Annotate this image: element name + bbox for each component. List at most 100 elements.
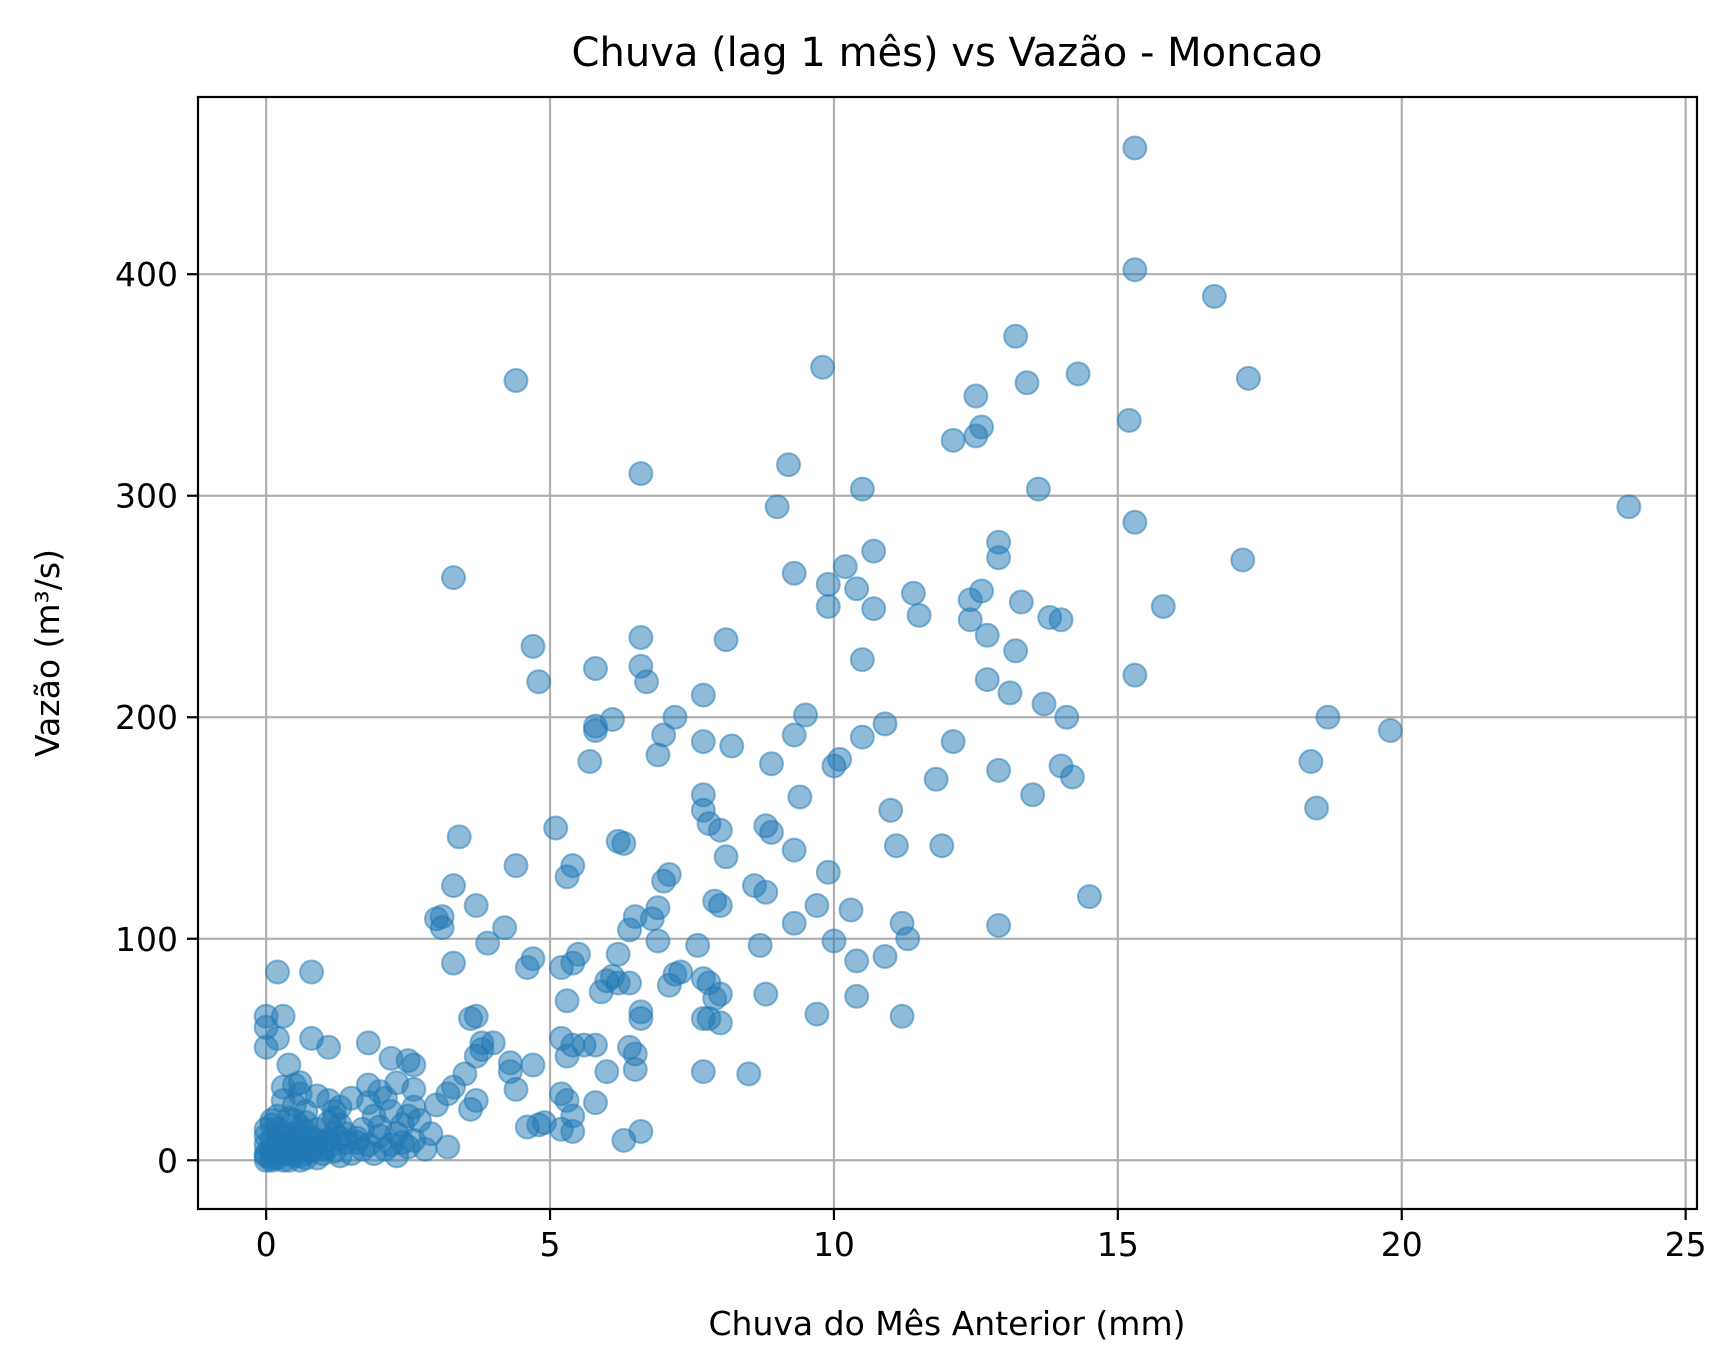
scatter-point bbox=[815, 571, 841, 597]
scatter-point bbox=[986, 545, 1012, 571]
scatter-point bbox=[1025, 476, 1051, 502]
scatter-point bbox=[656, 972, 682, 998]
scatter-point bbox=[957, 607, 983, 633]
scatter-point bbox=[974, 622, 1000, 648]
x-tick-label: 5 bbox=[540, 1225, 561, 1264]
scatter-point bbox=[514, 955, 540, 981]
scatter-point bbox=[401, 1094, 427, 1120]
data-points bbox=[253, 135, 1642, 1173]
x-tick-label: 15 bbox=[1097, 1225, 1139, 1264]
scatter-point bbox=[974, 667, 1000, 693]
scatter-point bbox=[446, 824, 472, 850]
scatter-point bbox=[463, 1043, 489, 1069]
scatter-point bbox=[883, 833, 909, 859]
scatter-point bbox=[707, 817, 733, 843]
scatter-point bbox=[628, 461, 654, 487]
scatter-point bbox=[480, 1030, 506, 1056]
scatter-point bbox=[872, 943, 898, 969]
scatter-point bbox=[804, 893, 830, 919]
scatter-point bbox=[929, 833, 955, 859]
scatter-point bbox=[815, 593, 841, 619]
scatter-point bbox=[713, 844, 739, 870]
scatter-point bbox=[503, 853, 529, 879]
scatter-point bbox=[316, 1034, 342, 1060]
scatter-point bbox=[639, 906, 665, 932]
scatter-point bbox=[441, 950, 467, 976]
scatter-point bbox=[582, 1090, 608, 1116]
scatter-point bbox=[492, 915, 518, 941]
scatter-point bbox=[1616, 494, 1642, 520]
scatter-point bbox=[605, 941, 631, 967]
scatter-point bbox=[872, 711, 898, 737]
scatter-point bbox=[520, 633, 546, 659]
scatter-point bbox=[878, 797, 904, 823]
scatter-point bbox=[560, 1118, 586, 1144]
scatter-point bbox=[713, 627, 739, 653]
scatter-point bbox=[940, 427, 966, 453]
scatter-point bbox=[259, 1112, 285, 1138]
scatter-point bbox=[685, 932, 711, 958]
scatter-point bbox=[690, 1059, 716, 1085]
scatter-point bbox=[849, 476, 875, 502]
scatter-point bbox=[458, 1096, 484, 1122]
scatter-point bbox=[1377, 718, 1403, 744]
scatter-point bbox=[1076, 884, 1102, 910]
scatter-point bbox=[1298, 749, 1324, 775]
scatter-point bbox=[594, 1059, 620, 1085]
scatter-point bbox=[622, 1056, 648, 1082]
scatter-point bbox=[662, 704, 688, 730]
scatter-point bbox=[889, 1003, 915, 1029]
scatter-point bbox=[1304, 795, 1330, 821]
scatter-point bbox=[548, 955, 574, 981]
scatter-point bbox=[503, 368, 529, 394]
scatter-point bbox=[1150, 593, 1176, 619]
scatter-point bbox=[1116, 407, 1142, 433]
scatter-point bbox=[611, 1127, 637, 1153]
scatter-point bbox=[1122, 662, 1148, 688]
scatter-point bbox=[781, 837, 807, 863]
scatter-point bbox=[963, 423, 989, 449]
scatter-point bbox=[906, 602, 932, 628]
scatter-point bbox=[1054, 704, 1080, 730]
scatter-point bbox=[861, 596, 887, 622]
scatter-point bbox=[844, 948, 870, 974]
scatter-point bbox=[838, 897, 864, 923]
scatter-point bbox=[429, 915, 455, 941]
scatter-point bbox=[787, 784, 813, 810]
scatter-point bbox=[582, 718, 608, 744]
scatter-point bbox=[617, 917, 643, 943]
scatter-point bbox=[554, 1043, 580, 1069]
scatter-point bbox=[577, 749, 603, 775]
scatter-point bbox=[815, 859, 841, 885]
scatter-point bbox=[821, 753, 847, 779]
scatter-point bbox=[781, 910, 807, 936]
scatter-point bbox=[1065, 361, 1091, 387]
scatter-point bbox=[441, 873, 467, 899]
scatter-point bbox=[1014, 370, 1040, 396]
axis-ticks: 0 5 10 15 20 25 0 100 200 300 400 bbox=[115, 255, 1707, 1264]
scatter-point bbox=[1020, 782, 1046, 808]
scatter-point bbox=[463, 893, 489, 919]
scatter-point bbox=[844, 576, 870, 602]
scatter-point bbox=[588, 979, 614, 1005]
scatter-point bbox=[520, 1052, 546, 1078]
scatter-point bbox=[378, 1045, 404, 1071]
scatter-point bbox=[316, 1087, 342, 1113]
scatter-point bbox=[753, 981, 779, 1007]
x-tick-label: 0 bbox=[256, 1225, 277, 1264]
scatter-point bbox=[986, 912, 1012, 938]
scatter-point bbox=[582, 656, 608, 682]
scatter-point bbox=[1122, 257, 1148, 283]
scatter-point bbox=[753, 879, 779, 905]
scatter-point bbox=[707, 893, 733, 919]
scatter-point bbox=[1315, 704, 1341, 730]
scatter-point bbox=[321, 1121, 347, 1147]
scatter-point bbox=[1003, 323, 1029, 349]
scatter-point bbox=[1122, 135, 1148, 161]
scatter-point bbox=[804, 1001, 830, 1027]
scatter-point bbox=[645, 928, 671, 954]
scatter-point bbox=[747, 932, 773, 958]
y-tick-label: 400 bbox=[115, 255, 178, 294]
scatter-point bbox=[634, 669, 660, 695]
